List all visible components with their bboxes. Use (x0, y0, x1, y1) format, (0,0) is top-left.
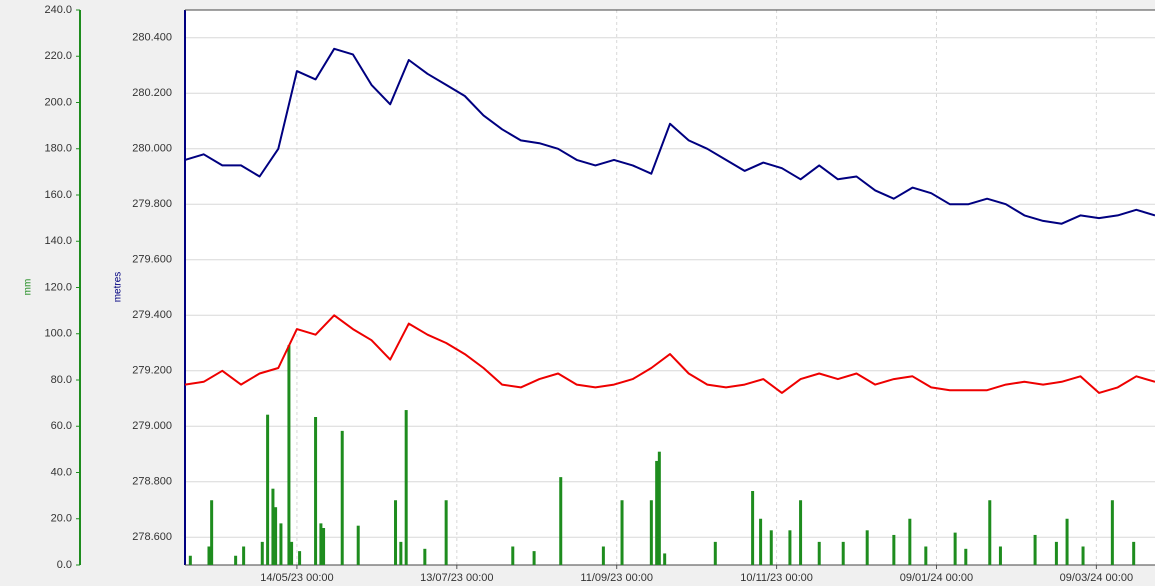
bar (601, 546, 605, 565)
y2-tick-label: 279.800 (132, 198, 172, 210)
bar (953, 532, 957, 565)
bar (1033, 534, 1037, 565)
y2-tick-label: 279.400 (132, 309, 172, 321)
x-tick-label: 11/09/23 00:00 (580, 572, 653, 584)
y2-tick-label: 278.800 (132, 476, 172, 488)
bar (287, 345, 291, 565)
bar (799, 500, 803, 565)
plot-area (185, 10, 1155, 565)
bar (279, 523, 283, 565)
y2-tick-label: 280.400 (132, 32, 172, 44)
bar (242, 546, 246, 565)
bar (657, 451, 661, 565)
y2-tick-label: 278.600 (132, 531, 172, 543)
bar (998, 546, 1002, 565)
bar (759, 518, 763, 565)
bar (314, 417, 318, 565)
x-tick-label: 10/11/23 00:00 (740, 572, 813, 584)
bar (423, 548, 427, 565)
bar (322, 528, 326, 565)
y-tick-label: 200.0 (44, 96, 72, 108)
bar (271, 488, 275, 565)
bar (988, 500, 992, 565)
bar (769, 530, 773, 565)
line (184, 47, 1155, 225)
bar (399, 541, 403, 565)
y-tick-label: 160.0 (44, 189, 72, 201)
bar (210, 500, 214, 565)
y2-tick-label: 279.600 (132, 254, 172, 266)
x-tick-label: 13/07/23 00:00 (420, 572, 493, 584)
bar (865, 530, 869, 565)
y-tick-label: 120.0 (44, 281, 72, 293)
bar (1065, 518, 1069, 565)
bar (356, 525, 360, 565)
y-axis-label: mm (23, 279, 34, 296)
bar (663, 553, 667, 565)
y-tick-label: 140.0 (44, 235, 72, 247)
y2-tick-label: 279.000 (132, 420, 172, 432)
x-tick-label: 14/05/23 00:00 (260, 572, 333, 584)
bar (908, 518, 912, 565)
bar (1054, 541, 1058, 565)
bar (924, 546, 928, 565)
bar (298, 551, 302, 565)
y-tick-label: 40.0 (51, 466, 72, 478)
bar (964, 548, 968, 565)
bar (892, 534, 896, 565)
y-tick-label: 180.0 (44, 143, 72, 155)
bar (751, 491, 755, 565)
y-tick-label: 240.0 (44, 4, 72, 16)
bar (234, 555, 238, 565)
line (184, 314, 1155, 394)
bar (1110, 500, 1114, 565)
bar (188, 555, 192, 565)
x-tick-label: 09/03/24 00:00 (1060, 572, 1133, 584)
y2-tick-label: 280.200 (132, 87, 172, 99)
bar (841, 541, 845, 565)
y-tick-label: 20.0 (51, 513, 72, 525)
bar (511, 546, 515, 565)
y-tick-label: 80.0 (51, 374, 72, 386)
bar (532, 551, 536, 565)
bar (1132, 541, 1136, 565)
y-tick-label: 60.0 (51, 420, 72, 432)
bar (260, 541, 264, 565)
bar (340, 430, 344, 565)
bar (444, 500, 448, 565)
bar (266, 414, 270, 565)
bar (404, 410, 408, 565)
bar (319, 523, 323, 565)
bar (713, 541, 717, 565)
bar (655, 460, 659, 565)
y-tick-label: 0.0 (57, 559, 72, 571)
y2-tick-label: 280.000 (132, 143, 172, 155)
y2-tick-label: 279.200 (132, 365, 172, 377)
y-tick-label: 220.0 (44, 50, 72, 62)
bar (394, 500, 398, 565)
bar (1081, 546, 1085, 565)
bar (649, 500, 653, 565)
y-tick-label: 100.0 (44, 328, 72, 340)
bar (274, 507, 278, 565)
bar (817, 541, 821, 565)
bar (207, 546, 211, 565)
bar (559, 477, 563, 565)
x-tick-label: 09/01/24 00:00 (900, 572, 973, 584)
y2-axis-label: metres (113, 272, 124, 303)
bar (290, 541, 294, 565)
bar (620, 500, 624, 565)
bar (788, 530, 792, 565)
